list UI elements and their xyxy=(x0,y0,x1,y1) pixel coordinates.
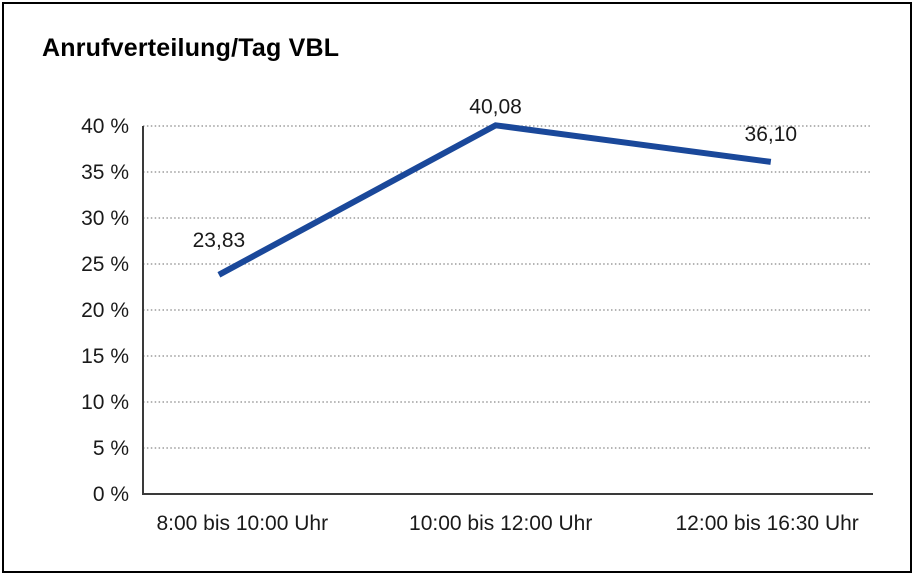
y-tick-label: 20 % xyxy=(81,299,129,322)
line-chart: 0 % 5 % 10 % 15 % 20 % 25 % 30 % 35 % 40 % 8:00 b… xyxy=(81,95,873,535)
y-tick-label: 10 % xyxy=(81,391,129,414)
x-tick-label: 12:00 bis 16:30 Uhr xyxy=(676,512,859,535)
y-tick-label: 30 % xyxy=(81,207,129,230)
chart-title: Anrufverteilung/Tag VBL xyxy=(42,34,340,62)
y-tick-label: 35 % xyxy=(81,161,129,184)
data-point-label: 40,08 xyxy=(469,95,522,118)
y-tick-label: 15 % xyxy=(81,345,129,368)
x-tick-label: 10:00 bis 12:00 Uhr xyxy=(409,512,592,535)
data-point-label: 36,10 xyxy=(745,123,798,146)
y-tick-label: 0 % xyxy=(93,483,129,506)
x-tick-label: 8:00 bis 10:00 Uhr xyxy=(156,512,328,535)
data-line xyxy=(217,122,772,278)
y-tick-label: 40 % xyxy=(81,115,129,138)
data-point-label: 23,83 xyxy=(193,229,246,252)
y-tick-label: 25 % xyxy=(81,253,129,276)
y-tick-label: 5 % xyxy=(93,437,129,460)
